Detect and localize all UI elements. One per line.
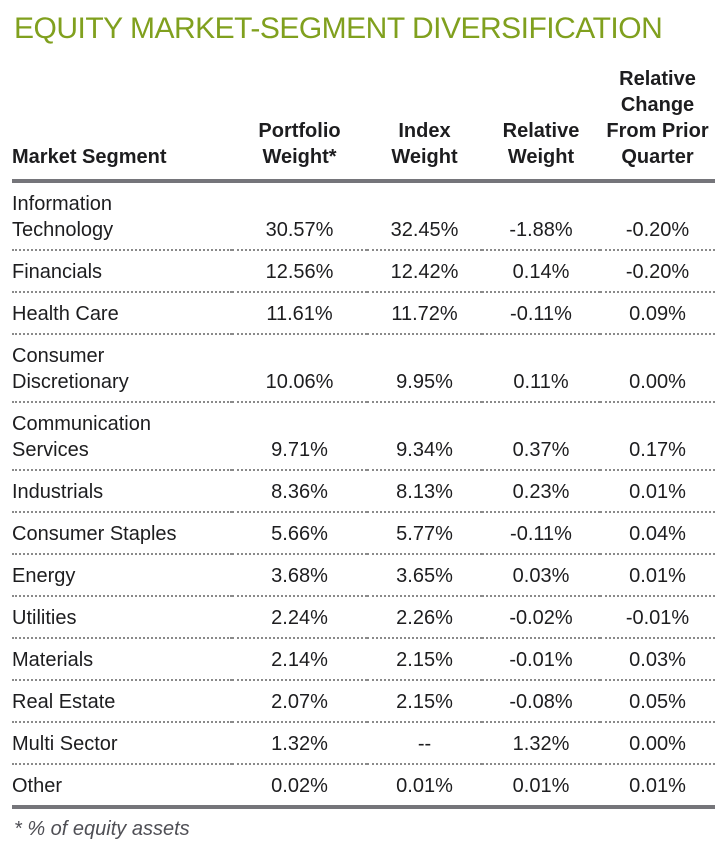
cell-segment: Energy (12, 554, 232, 597)
cell-relative_weight: 0.03% (482, 554, 600, 597)
cell-portfolio_weight: 5.66% (232, 512, 367, 555)
column-header-index_weight: Index Weight (367, 66, 482, 183)
diversification-table: Market Segment Portfolio Weight* Index Wei… (12, 66, 715, 809)
cell-index_weight: 2.15% (367, 680, 482, 723)
table-row: Consumer Staples 5.66% 5.77% -0.11% 0.04% (12, 512, 715, 555)
cell-relative_weight: 0.37% (482, 402, 600, 471)
cell-portfolio_weight: 8.36% (232, 470, 367, 513)
cell-relative_change: 0.01% (600, 764, 715, 809)
column-header-segment: Market Segment (12, 66, 232, 183)
cell-index_weight: 8.13% (367, 470, 482, 513)
cell-portfolio_weight: 2.07% (232, 680, 367, 723)
cell-index_weight: 32.45% (367, 181, 482, 251)
cell-relative_weight: -0.02% (482, 596, 600, 639)
cell-index_weight: 12.42% (367, 250, 482, 293)
cell-relative_change: 0.00% (600, 334, 715, 403)
table-row: Information Technology 30.57% 32.45% -1.88%… (12, 181, 715, 251)
cell-relative_weight: 1.32% (482, 722, 600, 765)
table-row: Financials 12.56% 12.42% 0.14% -0.20% (12, 250, 715, 293)
cell-index_weight: 5.77% (367, 512, 482, 555)
table-row: Industrials 8.36% 8.13% 0.23% 0.01% (12, 470, 715, 513)
cell-segment: Materials (12, 638, 232, 681)
cell-relative_weight: -0.11% (482, 292, 600, 335)
table-row: Real Estate 2.07% 2.15% -0.08% 0.05% (12, 680, 715, 723)
cell-portfolio_weight: 2.14% (232, 638, 367, 681)
cell-portfolio_weight: 10.06% (232, 334, 367, 403)
cell-relative_weight: -1.88% (482, 181, 600, 251)
cell-segment: Consumer Discretionary (12, 334, 232, 403)
cell-relative_change: 0.01% (600, 470, 715, 513)
cell-index_weight: 2.26% (367, 596, 482, 639)
cell-relative_weight: 0.23% (482, 470, 600, 513)
table-row: Energy 3.68% 3.65% 0.03% 0.01% (12, 554, 715, 597)
column-header-portfolio_weight: Portfolio Weight* (232, 66, 367, 183)
table-row: Health Care 11.61% 11.72% -0.11% 0.09% (12, 292, 715, 335)
footnote: * % of equity assets (14, 818, 190, 840)
cell-portfolio_weight: 12.56% (232, 250, 367, 293)
table-row: Materials 2.14% 2.15% -0.01% 0.03% (12, 638, 715, 681)
cell-segment: Health Care (12, 292, 232, 335)
cell-relative_weight: 0.11% (482, 334, 600, 403)
table-body: Information Technology 30.57% 32.45% -1.88%… (12, 181, 715, 809)
cell-segment: Real Estate (12, 680, 232, 723)
cell-segment: Information Technology (12, 181, 232, 251)
table-header: Market Segment Portfolio Weight* Index Wei… (12, 66, 715, 183)
cell-index_weight: 0.01% (367, 764, 482, 809)
cell-index_weight: 9.34% (367, 402, 482, 471)
cell-portfolio_weight: 2.24% (232, 596, 367, 639)
page-title: EQUITY MARKET-SEGMENT DIVERSIFICATION (14, 12, 663, 45)
cell-portfolio_weight: 30.57% (232, 181, 367, 251)
cell-relative_change: 0.00% (600, 722, 715, 765)
cell-relative_change: 0.03% (600, 638, 715, 681)
cell-segment: Other (12, 764, 232, 809)
cell-index_weight: 11.72% (367, 292, 482, 335)
cell-portfolio_weight: 3.68% (232, 554, 367, 597)
cell-relative_change: -0.20% (600, 250, 715, 293)
cell-index_weight: 2.15% (367, 638, 482, 681)
column-header-relative_change: Relative Change From Prior Quarter (600, 66, 715, 183)
table-row: Communication Services 9.71% 9.34% 0.37% 0.1… (12, 402, 715, 471)
table-row: Consumer Discretionary 10.06% 9.95% 0.11% 0.… (12, 334, 715, 403)
cell-relative_change: 0.01% (600, 554, 715, 597)
cell-relative_change: -0.01% (600, 596, 715, 639)
cell-relative_change: 0.17% (600, 402, 715, 471)
cell-relative_change: -0.20% (600, 181, 715, 251)
cell-segment: Consumer Staples (12, 512, 232, 555)
cell-segment: Communication Services (12, 402, 232, 471)
cell-segment: Utilities (12, 596, 232, 639)
table-row: Other 0.02% 0.01% 0.01% 0.01% (12, 764, 715, 809)
cell-segment: Financials (12, 250, 232, 293)
cell-segment: Industrials (12, 470, 232, 513)
cell-relative_weight: -0.01% (482, 638, 600, 681)
column-header-relative_weight: Relative Weight (482, 66, 600, 183)
table-row: Utilities 2.24% 2.26% -0.02% -0.01% (12, 596, 715, 639)
table-header-row: Market Segment Portfolio Weight* Index Wei… (12, 66, 715, 183)
cell-relative_weight: 0.14% (482, 250, 600, 293)
cell-index_weight: 9.95% (367, 334, 482, 403)
cell-relative_weight: -0.11% (482, 512, 600, 555)
table-row: Multi Sector 1.32% -- 1.32% 0.00% (12, 722, 715, 765)
cell-portfolio_weight: 0.02% (232, 764, 367, 809)
cell-relative_change: 0.05% (600, 680, 715, 723)
cell-segment: Multi Sector (12, 722, 232, 765)
cell-index_weight: -- (367, 722, 482, 765)
cell-portfolio_weight: 1.32% (232, 722, 367, 765)
cell-index_weight: 3.65% (367, 554, 482, 597)
cell-portfolio_weight: 9.71% (232, 402, 367, 471)
cell-relative_change: 0.04% (600, 512, 715, 555)
cell-relative_weight: 0.01% (482, 764, 600, 809)
cell-relative_weight: -0.08% (482, 680, 600, 723)
cell-portfolio_weight: 11.61% (232, 292, 367, 335)
cell-relative_change: 0.09% (600, 292, 715, 335)
